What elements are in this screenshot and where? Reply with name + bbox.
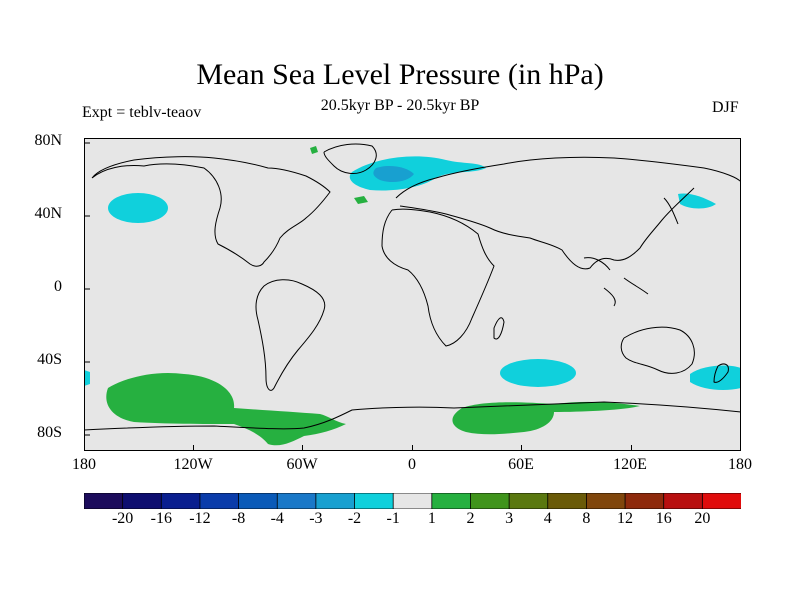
colorbar-label: 12 xyxy=(617,510,634,527)
colorbar-box-7 xyxy=(354,493,395,509)
colorbar-box-16 xyxy=(701,493,741,509)
lon-label-120w: 120W xyxy=(173,456,213,473)
map-ticks xyxy=(84,142,632,451)
indian-ocean-south-anomaly xyxy=(500,359,576,387)
lat-label-0: 0 xyxy=(54,278,62,295)
lon-label-180e: 180 xyxy=(728,456,752,473)
colorbar-label: -4 xyxy=(270,510,284,527)
colorbar-box-1 xyxy=(122,493,163,509)
australia-coast xyxy=(620,326,695,374)
colorbar-box-8 xyxy=(392,493,433,509)
colorbar-label: -3 xyxy=(309,510,323,527)
lon-label-0: 0 xyxy=(408,456,416,473)
north-america-coast xyxy=(91,156,331,267)
colorbar-box-4 xyxy=(238,493,279,509)
colorbar-label: -8 xyxy=(231,510,246,527)
new-zealand-coast xyxy=(713,363,729,383)
atlantic-small-positive xyxy=(354,196,368,204)
africa-coast xyxy=(381,208,495,347)
colorbar-label: 1 xyxy=(427,510,436,527)
colorbar-box-10 xyxy=(470,493,511,509)
colorbar-box-2 xyxy=(160,493,201,509)
negative-anomaly-regions xyxy=(84,156,741,390)
greenland-coast xyxy=(323,143,377,174)
lon-label-180w: 180 xyxy=(72,456,96,473)
colorbar-label: -16 xyxy=(150,510,172,527)
southern-ocean-positive-anomaly xyxy=(452,401,640,435)
south-america-coast xyxy=(255,279,326,391)
japan-coast xyxy=(663,197,679,225)
north-atlantic-strong-anomaly xyxy=(373,166,414,182)
colorbar-label: -1 xyxy=(386,510,400,527)
colorbar-box-15 xyxy=(663,493,704,509)
colorbar xyxy=(84,493,741,509)
season-label: DJF xyxy=(712,99,739,116)
colorbar-label: 2 xyxy=(466,510,475,527)
experiment-label: Expt = teblv-teaov xyxy=(82,104,202,121)
colorbar-box-5 xyxy=(276,493,317,509)
chart-subtitle: 20.5kyr BP - 20.5kyr BP xyxy=(320,97,480,114)
colorbar-box-0 xyxy=(84,493,124,509)
lon-label-60w: 60W xyxy=(286,456,318,473)
antarctica-coast xyxy=(84,401,741,431)
colorbar-box-14 xyxy=(624,493,665,509)
colorbar-label: -12 xyxy=(189,510,211,527)
north-atlantic-anomaly xyxy=(349,156,486,191)
eurasia-coast xyxy=(395,156,741,270)
colorbar-label: -2 xyxy=(347,510,362,527)
lon-label-60e: 60E xyxy=(508,456,534,473)
north-pacific-east-anomaly xyxy=(678,193,716,209)
lon-label-120e: 120E xyxy=(613,456,647,473)
colorbar-label: 8 xyxy=(582,510,591,527)
lat-label-80n: 80N xyxy=(34,132,62,149)
colorbar-label: -20 xyxy=(111,510,134,527)
colorbar-box-3 xyxy=(199,493,240,509)
chart-title: Mean Sea Level Pressure (in hPa) xyxy=(196,58,604,91)
west-edge-anomaly xyxy=(84,370,90,386)
colorbar-box-9 xyxy=(431,493,472,509)
north-pacific-low-anomaly xyxy=(108,193,168,223)
colorbar-box-11 xyxy=(508,493,549,509)
south-pacific-positive-anomaly xyxy=(106,372,346,446)
lat-label-40s: 40S xyxy=(37,351,62,368)
southeast-asia-islands xyxy=(583,257,649,307)
colorbar-box-6 xyxy=(315,493,356,509)
lat-label-80s: 80S xyxy=(37,424,62,441)
colorbar-box-13 xyxy=(586,493,626,509)
colorbar-label: 3 xyxy=(505,510,514,527)
colorbar-box-12 xyxy=(547,493,588,509)
colorbar-label: 4 xyxy=(543,510,552,527)
lat-label-40n: 40N xyxy=(34,205,62,222)
positive-anomaly-regions xyxy=(106,146,640,446)
world-map xyxy=(84,138,741,451)
arctic-small-positive xyxy=(310,146,318,154)
colorbar-label: 16 xyxy=(655,510,672,527)
coastlines xyxy=(84,143,741,431)
colorbar-label: 20 xyxy=(694,510,711,527)
madagascar-coast xyxy=(493,317,505,340)
